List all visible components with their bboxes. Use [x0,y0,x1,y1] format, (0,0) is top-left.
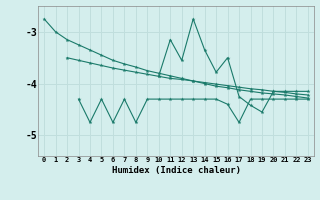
X-axis label: Humidex (Indice chaleur): Humidex (Indice chaleur) [111,166,241,175]
